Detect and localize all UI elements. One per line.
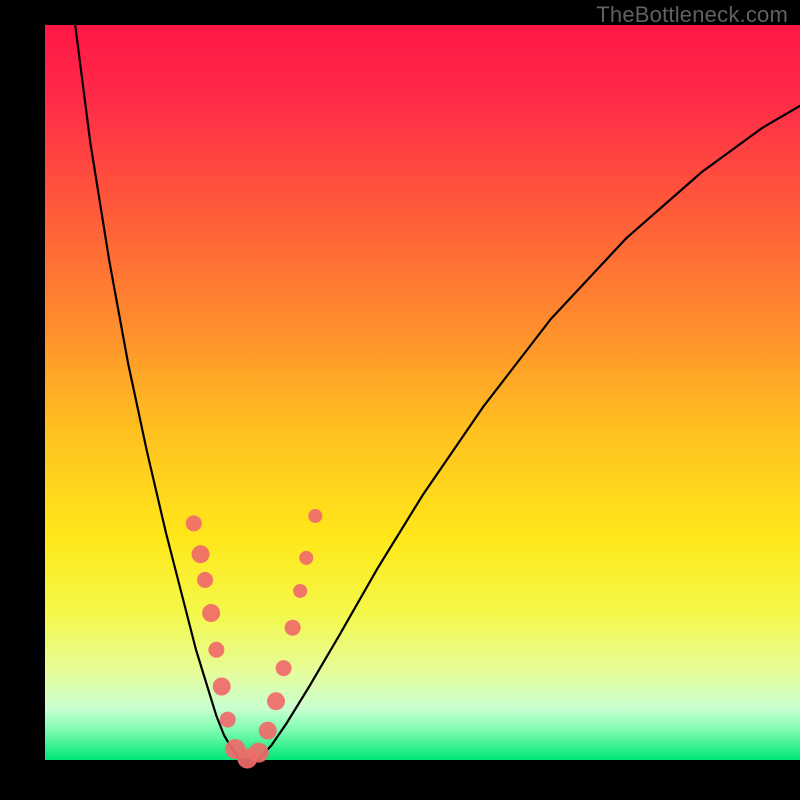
chart-container: TheBottleneck.com [0,0,800,800]
data-marker [202,604,220,622]
data-marker [197,572,213,588]
data-marker [249,743,269,763]
data-marker [192,545,210,563]
watermark-text: TheBottleneck.com [596,2,788,28]
data-marker [213,678,231,696]
data-marker [293,584,307,598]
data-marker [186,515,202,531]
data-marker [208,642,224,658]
plot-gradient-background [45,25,800,760]
data-marker [276,660,292,676]
data-marker [285,620,301,636]
data-marker [308,509,322,523]
data-marker [299,551,313,565]
chart-svg [0,0,800,800]
data-marker [267,692,285,710]
data-marker [259,722,277,740]
data-marker [220,712,236,728]
